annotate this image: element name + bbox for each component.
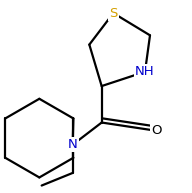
Text: N: N	[68, 138, 78, 151]
Text: S: S	[109, 7, 118, 20]
Text: O: O	[151, 124, 162, 137]
Text: NH: NH	[135, 65, 155, 78]
